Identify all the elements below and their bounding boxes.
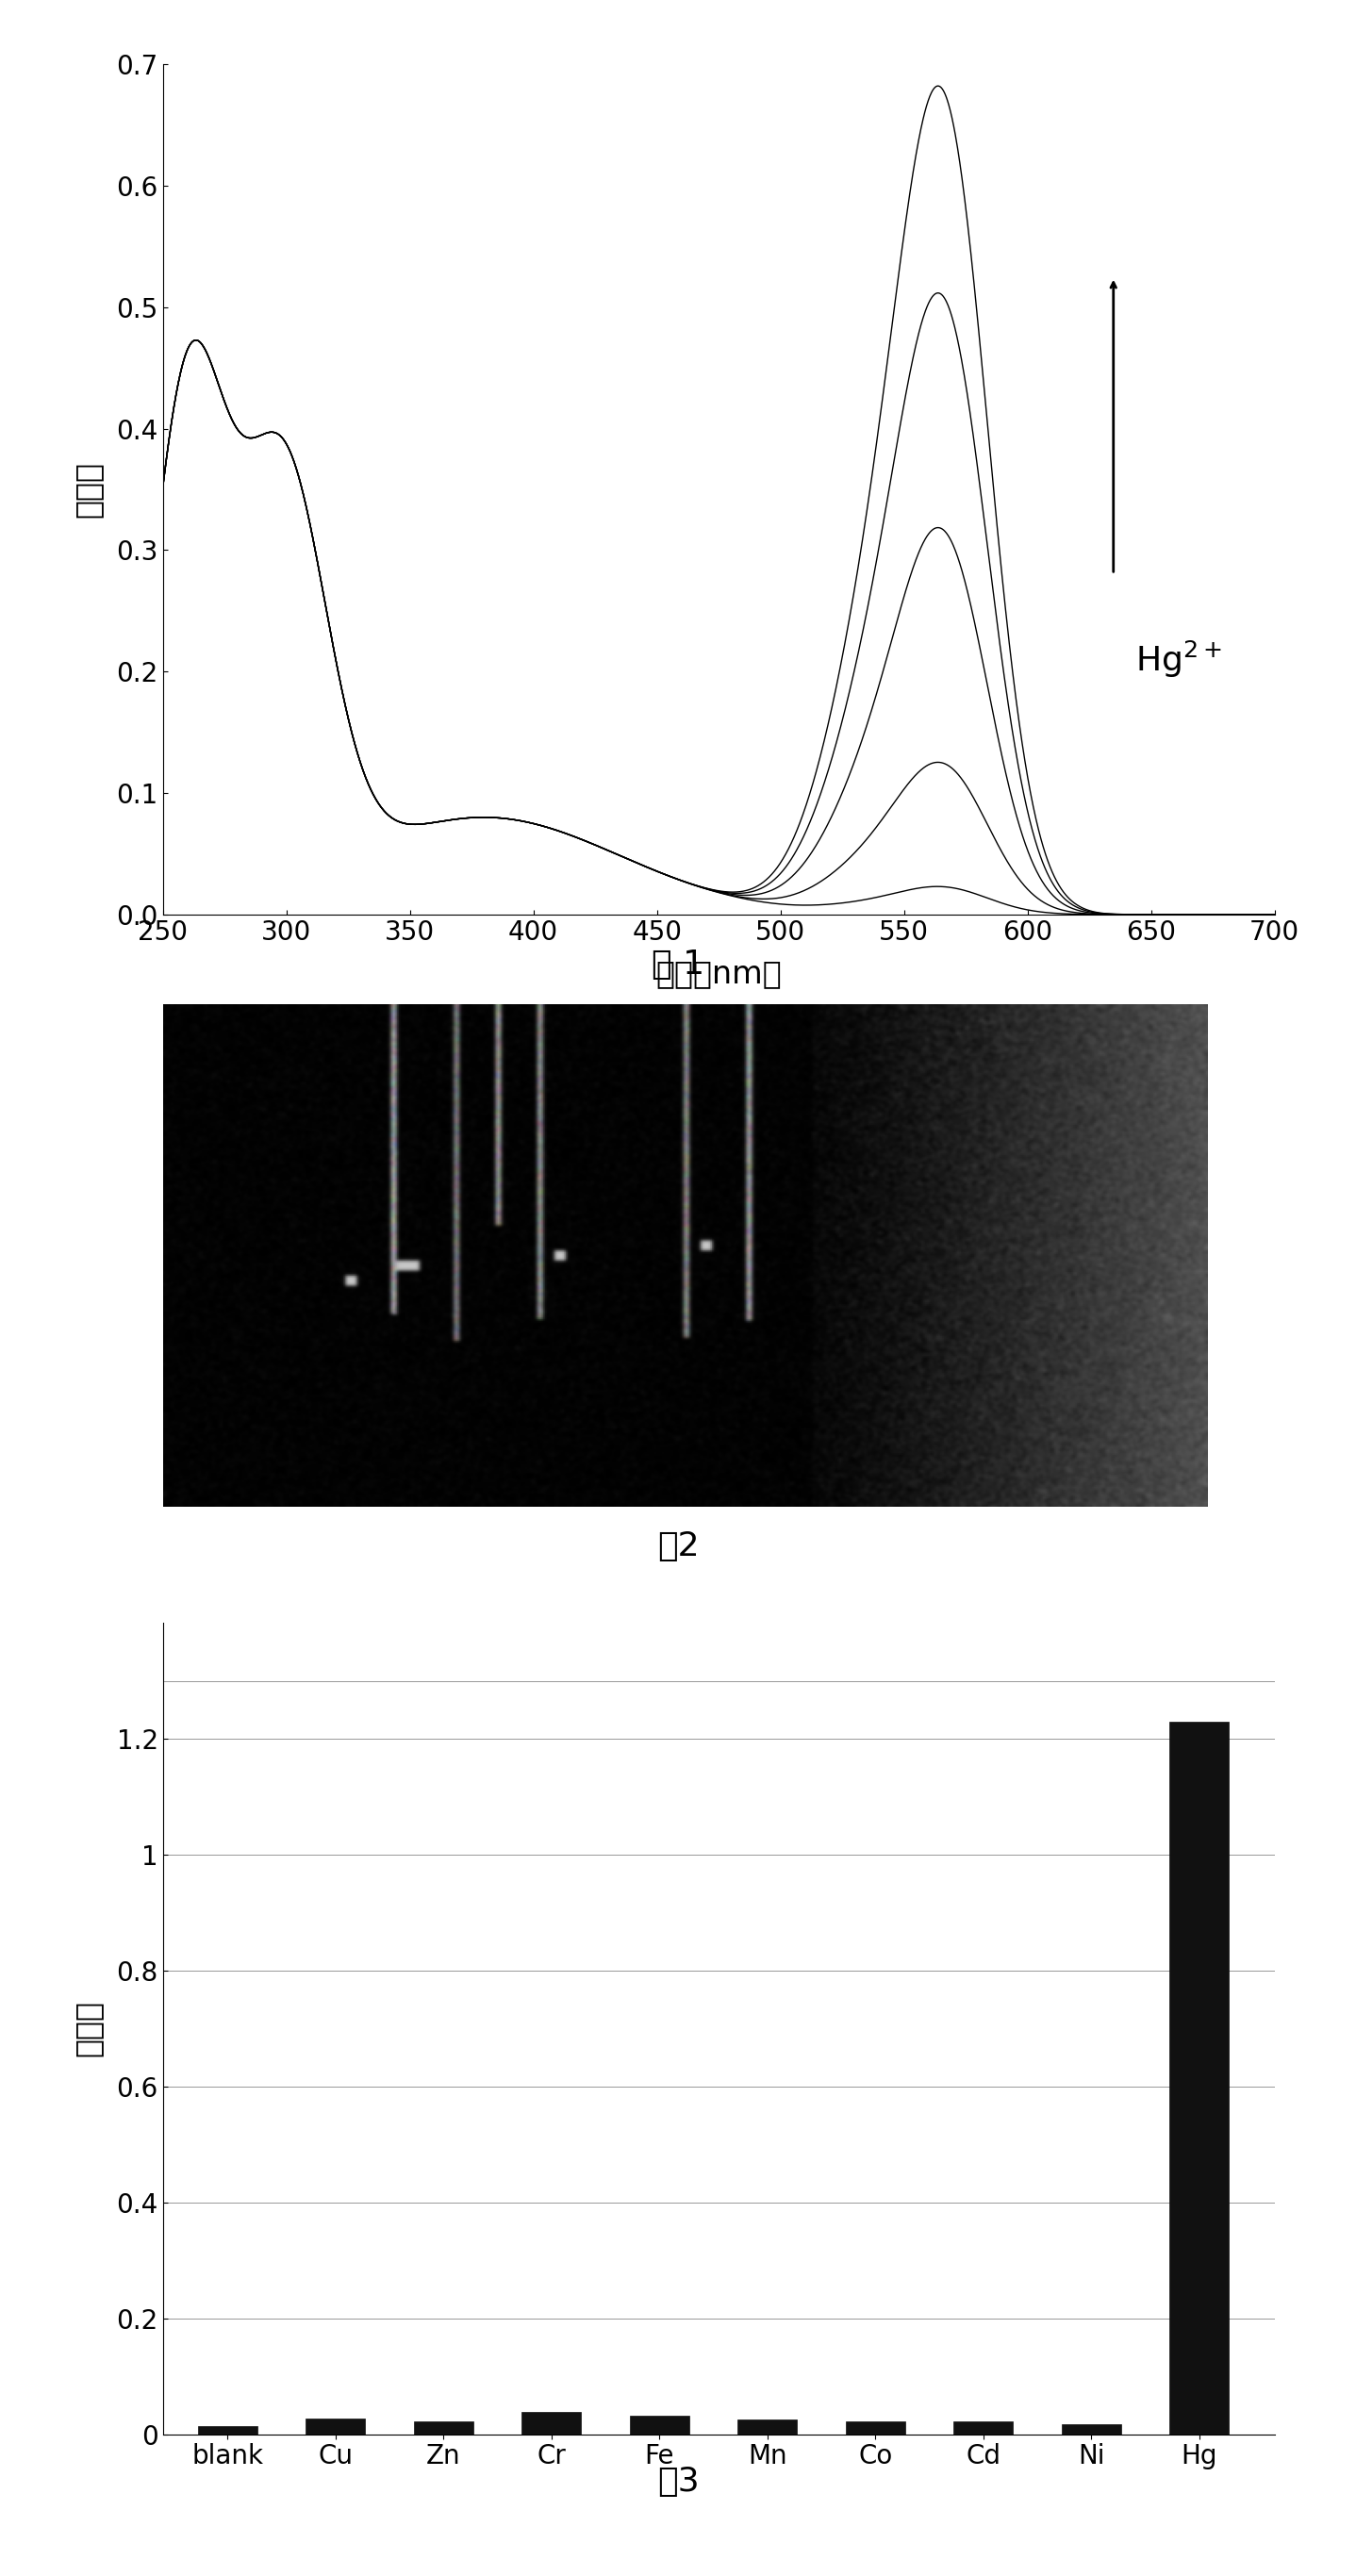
Bar — [1169, 1721, 1229, 2434]
Bar — [305, 2419, 365, 2434]
Text: $\rm Hg^{2+}$: $\rm Hg^{2+}$ — [1136, 639, 1222, 680]
Bar — [522, 2411, 580, 2434]
Text: 图3: 图3 — [656, 2465, 700, 2499]
Bar — [629, 2416, 689, 2434]
Bar — [738, 2419, 797, 2434]
Bar — [414, 2421, 473, 2434]
Bar — [953, 2421, 1013, 2434]
Bar — [1062, 2424, 1121, 2434]
Text: 图 1: 图 1 — [651, 948, 705, 981]
Bar — [846, 2421, 904, 2434]
Bar — [198, 2427, 258, 2434]
Y-axis label: 吸光度: 吸光度 — [72, 461, 103, 518]
Text: 图2: 图2 — [656, 1530, 700, 1564]
X-axis label: 波长（nm）: 波长（nm） — [655, 958, 782, 989]
Y-axis label: 吸光度: 吸光度 — [72, 2002, 103, 2056]
